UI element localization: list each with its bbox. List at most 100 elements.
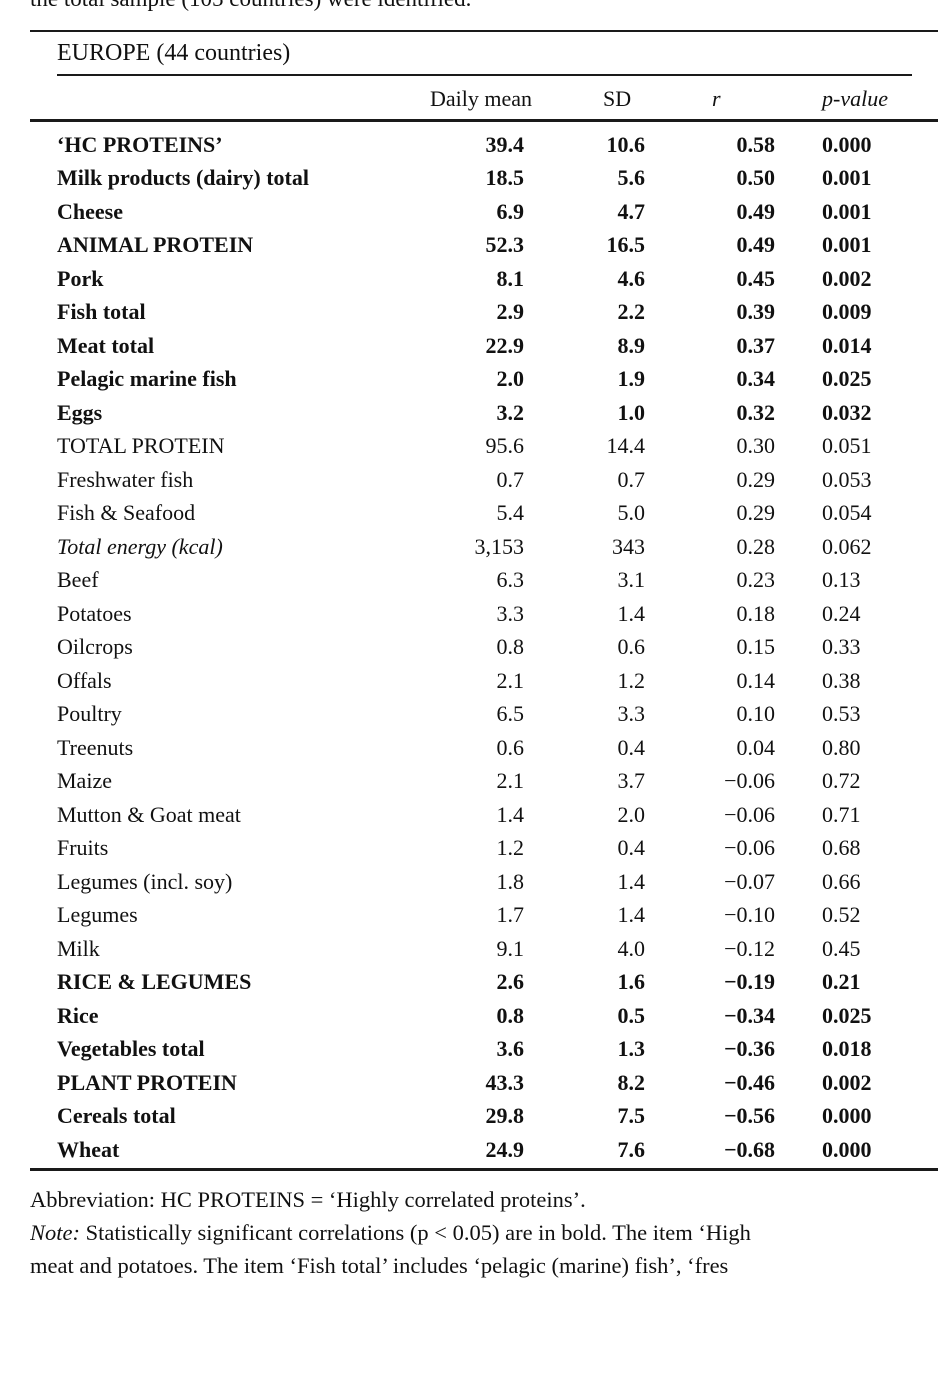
cell-p-value: 0.66 — [822, 868, 861, 894]
table-row: Offals 2.1 1.2 0.14 0.38 — [0, 664, 938, 698]
cell-p-value: 0.054 — [822, 500, 872, 526]
cell-p-value: 0.018 — [822, 1036, 872, 1062]
cell-p-value: 0.009 — [822, 299, 872, 325]
row-label: Freshwater fish — [57, 466, 194, 492]
cell-p-value: 0.68 — [822, 835, 861, 861]
cell-daily-mean: 6.5 — [496, 701, 525, 727]
cell-daily-mean: 1.2 — [496, 835, 525, 861]
row-label: Fish & Seafood — [57, 500, 196, 526]
footnote-note-label: Note: — [30, 1220, 80, 1245]
column-header-r: r — [712, 86, 721, 111]
cell-r: −0.06 — [724, 801, 775, 827]
row-label: Oilcrops — [57, 634, 133, 660]
cell-p-value: 0.000 — [822, 1103, 872, 1129]
table-bottom-rule — [30, 1168, 938, 1171]
cell-sd: 1.0 — [617, 399, 646, 425]
cell-daily-mean: 1.7 — [496, 902, 525, 928]
row-label: Cereals total — [57, 1103, 176, 1129]
cell-daily-mean: 2.1 — [496, 768, 525, 794]
cell-sd: 4.6 — [617, 265, 646, 291]
cell-daily-mean: 8.1 — [496, 265, 525, 291]
cell-sd: 7.6 — [617, 1136, 646, 1162]
row-label: Total energy (kcal) — [57, 533, 223, 559]
cell-sd: 3.3 — [617, 701, 646, 727]
row-label: Pork — [57, 265, 104, 291]
cell-r: −0.68 — [723, 1136, 775, 1162]
table-row: Legumes (incl. soy) 1.8 1.4 −0.07 0.66 — [0, 865, 938, 899]
cell-r: 0.45 — [736, 265, 776, 291]
cell-p-value: 0.053 — [822, 466, 872, 492]
cell-daily-mean: 3.6 — [496, 1036, 525, 1062]
row-label: Rice — [57, 1002, 99, 1028]
cell-daily-mean: 22.9 — [485, 332, 525, 358]
cell-p-value: 0.71 — [822, 801, 861, 827]
cell-daily-mean: 43.3 — [485, 1069, 525, 1095]
column-header-p-value: p-value — [822, 86, 888, 111]
table-row: Meat total 22.9 8.9 0.37 0.014 — [0, 329, 938, 363]
row-label: Pelagic marine fish — [57, 366, 237, 392]
cell-daily-mean: 3,153 — [474, 533, 525, 559]
cell-daily-mean: 3.2 — [496, 399, 525, 425]
footnote-note-text: Statistically significant correlations (… — [80, 1220, 751, 1245]
row-label: Fruits — [57, 835, 109, 861]
table-row: PLANT PROTEIN 43.3 8.2 −0.46 0.002 — [0, 1066, 938, 1100]
cell-p-value: 0.062 — [822, 533, 872, 559]
cell-daily-mean: 52.3 — [485, 232, 525, 258]
cell-daily-mean: 9.1 — [496, 935, 525, 961]
cell-daily-mean: 2.9 — [496, 299, 525, 325]
cell-p-value: 0.53 — [822, 701, 861, 727]
table-body: ‘HC PROTEINS’ 39.4 10.6 0.58 0.000 Milk … — [0, 128, 938, 1167]
cell-r: 0.49 — [736, 232, 776, 258]
table-row: Maize 2.1 3.7 −0.06 0.72 — [0, 765, 938, 799]
table-row: Mutton & Goat meat 1.4 2.0 −0.06 0.71 — [0, 798, 938, 832]
cell-p-value: 0.001 — [822, 165, 872, 191]
cell-p-value: 0.000 — [822, 131, 872, 157]
row-label: Wheat — [57, 1136, 120, 1162]
cell-r: −0.12 — [724, 935, 775, 961]
table-row: Legumes 1.7 1.4 −0.10 0.52 — [0, 899, 938, 933]
cell-p-value: 0.051 — [822, 433, 872, 459]
row-label: Legumes (incl. soy) — [57, 868, 233, 894]
row-label: TOTAL PROTEIN — [57, 433, 225, 459]
cell-daily-mean: 1.4 — [496, 801, 525, 827]
table-footnotes: Abbreviation: HC PROTEINS = ‘Highly corr… — [30, 1183, 938, 1282]
table-row: Fruits 1.2 0.4 −0.06 0.68 — [0, 832, 938, 866]
cell-p-value: 0.21 — [822, 969, 861, 995]
row-label: Fish total — [57, 299, 146, 325]
row-label: Maize — [57, 768, 112, 794]
cell-r: 0.14 — [736, 667, 776, 693]
cell-r: 0.49 — [736, 198, 776, 224]
row-label: Beef — [57, 567, 99, 593]
table-row: ANIMAL PROTEIN 52.3 16.5 0.49 0.001 — [0, 229, 938, 263]
cell-sd: 8.9 — [617, 332, 646, 358]
table-row: Eggs 3.2 1.0 0.32 0.032 — [0, 396, 938, 430]
cell-p-value: 0.025 — [822, 1002, 872, 1028]
row-label: Legumes — [57, 902, 138, 928]
table-row: Pelagic marine fish 2.0 1.9 0.34 0.025 — [0, 363, 938, 397]
cell-daily-mean: 1.8 — [496, 868, 525, 894]
cell-sd: 7.5 — [617, 1103, 646, 1129]
row-label: Milk products (dairy) total — [57, 165, 309, 191]
table-row: Fish & Seafood 5.4 5.0 0.29 0.054 — [0, 497, 938, 531]
cell-sd: 0.7 — [617, 466, 646, 492]
cell-r: −0.10 — [724, 902, 775, 928]
cell-daily-mean: 0.7 — [496, 466, 525, 492]
table-row: Poultry 6.5 3.3 0.10 0.53 — [0, 698, 938, 732]
cell-p-value: 0.24 — [822, 600, 861, 626]
footnote-note-line1: Note: Statistically significant correlat… — [30, 1216, 938, 1249]
cell-p-value: 0.33 — [822, 634, 861, 660]
cell-p-value: 0.002 — [822, 1069, 872, 1095]
cell-r: 0.10 — [736, 701, 776, 727]
cell-sd: 1.3 — [617, 1036, 646, 1062]
row-label: Mutton & Goat meat — [57, 801, 241, 827]
table-row: Rice 0.8 0.5 −0.34 0.025 — [0, 999, 938, 1033]
cell-sd: 10.6 — [606, 131, 646, 157]
table-row: Vegetables total 3.6 1.3 −0.36 0.018 — [0, 1033, 938, 1067]
cell-daily-mean: 24.9 — [485, 1136, 525, 1162]
cell-daily-mean: 2.6 — [496, 969, 525, 995]
cell-r: 0.50 — [736, 165, 776, 191]
row-label: Potatoes — [57, 600, 132, 626]
cell-daily-mean: 0.8 — [496, 634, 525, 660]
cell-r: 0.29 — [736, 500, 776, 526]
table-row: Beef 6.3 3.1 0.23 0.13 — [0, 564, 938, 598]
